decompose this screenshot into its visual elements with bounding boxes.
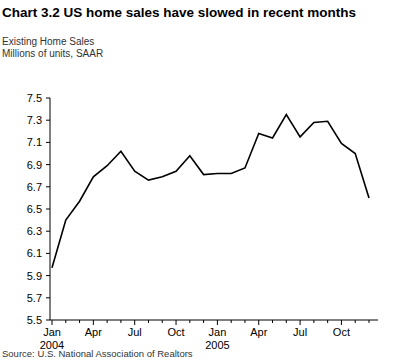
series-line (52, 115, 369, 268)
y-tick (46, 275, 50, 276)
x-tick (231, 320, 232, 323)
y-tick-label: 7.5 (27, 92, 42, 104)
x-tick (148, 320, 149, 323)
x-tick-label: Oct (167, 326, 184, 338)
source: Source: U.S. National Association of Rea… (2, 348, 193, 359)
y-tick-label: 6.5 (27, 203, 42, 215)
x-tick-label-part: Jul (128, 326, 142, 338)
x-tick (189, 320, 190, 323)
y-tick (46, 142, 50, 143)
x-tick (107, 320, 108, 323)
y-tick-label: 5.5 (27, 314, 42, 326)
x-tick (300, 320, 301, 325)
x-tick (244, 320, 245, 323)
x-tick (217, 320, 218, 325)
x-tick (162, 320, 163, 323)
x-tick-label-part: Oct (333, 326, 350, 338)
x-tick-label: Oct (333, 326, 350, 338)
x-tick-label-part: Apr (85, 326, 102, 338)
y-tick (46, 231, 50, 232)
x-tick-label-part: Apr (250, 326, 267, 338)
x-tick-label-part: Jan (209, 326, 227, 338)
x-tick (134, 320, 135, 325)
y-axis-label: Millions of units, SAAR (2, 48, 103, 59)
x-tick (120, 320, 121, 323)
x-tick (327, 320, 328, 323)
y-tick (46, 209, 50, 210)
y-tick (46, 120, 50, 121)
y-tick-label: 6.7 (27, 181, 42, 193)
title: Chart 3.2 US home sales have slowed in r… (2, 5, 356, 20)
x-tick (286, 320, 287, 323)
x-tick-label-part: Oct (167, 326, 184, 338)
x-tick (65, 320, 66, 323)
x-tick (93, 320, 94, 325)
y-tick (46, 297, 50, 298)
x-tick (369, 320, 370, 323)
subtitle: Existing Home Sales (2, 36, 94, 47)
x-tick-label: Jul (293, 326, 307, 338)
y-tick (46, 98, 50, 99)
x-tick (203, 320, 204, 323)
x-tick (272, 320, 273, 323)
y-tick-label: 6.9 (27, 159, 42, 171)
x-tick-label-part: Jul (293, 326, 307, 338)
x-tick-label: Jan2005 (205, 326, 229, 351)
x-tick (258, 320, 259, 325)
plot-area (52, 115, 369, 268)
x-axis (50, 320, 378, 321)
x-tick (313, 320, 314, 323)
y-tick-label: 7.1 (27, 136, 42, 148)
x-tick (79, 320, 80, 323)
x-tick-label-part: Jan (43, 326, 61, 338)
y-tick (46, 186, 50, 187)
chart: Chart 3.2 US home sales have slowed in r… (0, 0, 400, 362)
x-tick-label: Apr (85, 326, 102, 338)
x-tick-label: Jul (128, 326, 142, 338)
x-tick-label-part: 2005 (205, 339, 229, 351)
x-tick-label: Apr (250, 326, 267, 338)
y-tick (46, 253, 50, 254)
x-tick (355, 320, 356, 323)
y-tick (46, 164, 50, 165)
y-tick-label: 6.3 (27, 225, 42, 237)
y-tick-label: 7.3 (27, 114, 42, 126)
y-tick (46, 320, 50, 321)
x-tick (176, 320, 177, 325)
x-tick (52, 320, 53, 325)
x-tick (341, 320, 342, 325)
y-tick-label: 5.7 (27, 292, 42, 304)
y-tick-label: 5.9 (27, 270, 42, 282)
y-tick-label: 6.1 (27, 247, 42, 259)
